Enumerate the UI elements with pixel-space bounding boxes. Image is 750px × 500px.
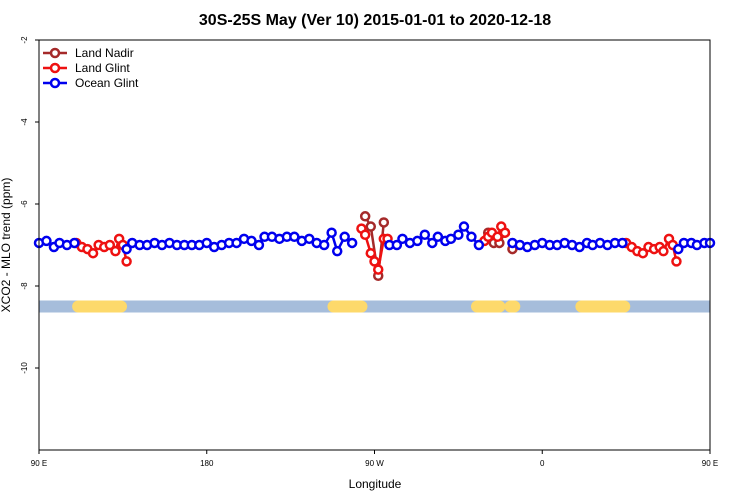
legend-marker: [49, 62, 61, 74]
y-tick-label: -10: [20, 362, 29, 374]
x-axis-label: Longitude: [349, 477, 402, 491]
chart-title: 30S-25S May (Ver 10) 2015-01-01 to 2020-…: [199, 12, 551, 29]
data-point: [427, 237, 438, 249]
legend-item: Ocean Glint: [43, 76, 139, 90]
data-point: [466, 231, 477, 243]
legend-marker: [49, 77, 61, 89]
data-point: [458, 221, 470, 232]
data-point: [110, 245, 121, 257]
data-point: [365, 221, 377, 232]
data-point: [231, 237, 242, 249]
data-point: [637, 247, 649, 259]
data-point: [397, 233, 408, 245]
y-tick-label: -4: [20, 118, 29, 126]
data-point: [378, 217, 390, 228]
x-tick-label: 90 E: [31, 459, 47, 468]
data-point: [365, 247, 377, 259]
data-point: [453, 229, 464, 240]
data-point: [658, 245, 669, 257]
legend-label: Land Nadir: [75, 46, 134, 60]
data-point: [445, 233, 457, 245]
data-point: [41, 235, 52, 247]
data-point: [346, 237, 358, 249]
data-point: [473, 239, 485, 251]
series-layer: [33, 211, 716, 281]
data-point: [69, 237, 80, 249]
y-axis: -2 -4 -6 -8 -10: [20, 36, 39, 374]
data-point: [121, 256, 132, 267]
data-point: [499, 227, 511, 238]
legend-item: Land Glint: [43, 61, 130, 75]
data-point: [289, 231, 300, 243]
data-point: [87, 247, 99, 259]
y-tick-label: -8: [20, 282, 29, 290]
x-tick-label: 180: [200, 459, 214, 468]
data-point: [201, 237, 212, 249]
data-point: [304, 233, 315, 245]
legend-marker: [49, 47, 61, 59]
data-point: [432, 231, 444, 243]
data-point: [318, 239, 330, 251]
data-point: [617, 237, 628, 249]
legend-label: Land Glint: [75, 61, 130, 75]
x-axis: 90 E 180 90 W 0 90 E: [31, 450, 718, 468]
data-point: [574, 241, 585, 253]
data-point: [372, 264, 384, 275]
series-ocean-glint: [33, 221, 716, 257]
y-axis-label: XCO2 - MLO trend (ppm): [0, 178, 13, 313]
data-point: [104, 239, 116, 251]
x-tick-label: 0: [540, 459, 545, 468]
data-point: [419, 229, 431, 240]
data-point: [339, 231, 350, 243]
legend-item: Land Nadir: [43, 46, 134, 60]
data-point: [412, 235, 423, 247]
data-point: [331, 245, 343, 257]
x-tick-label: 90 E: [702, 459, 718, 468]
data-point: [671, 256, 682, 267]
data-point: [246, 235, 257, 247]
data-point: [121, 243, 132, 255]
x-tick-label: 90 W: [365, 459, 384, 468]
data-point: [253, 239, 265, 251]
data-point: [369, 256, 380, 267]
data-point: [326, 227, 337, 238]
data-point: [359, 211, 371, 222]
legend-label: Ocean Glint: [75, 76, 139, 90]
data-point: [492, 231, 503, 243]
data-point: [673, 243, 684, 255]
y-tick-label: -2: [20, 36, 29, 44]
y-tick-label: -6: [20, 200, 29, 208]
data-point: [359, 229, 371, 240]
data-point: [391, 239, 403, 251]
